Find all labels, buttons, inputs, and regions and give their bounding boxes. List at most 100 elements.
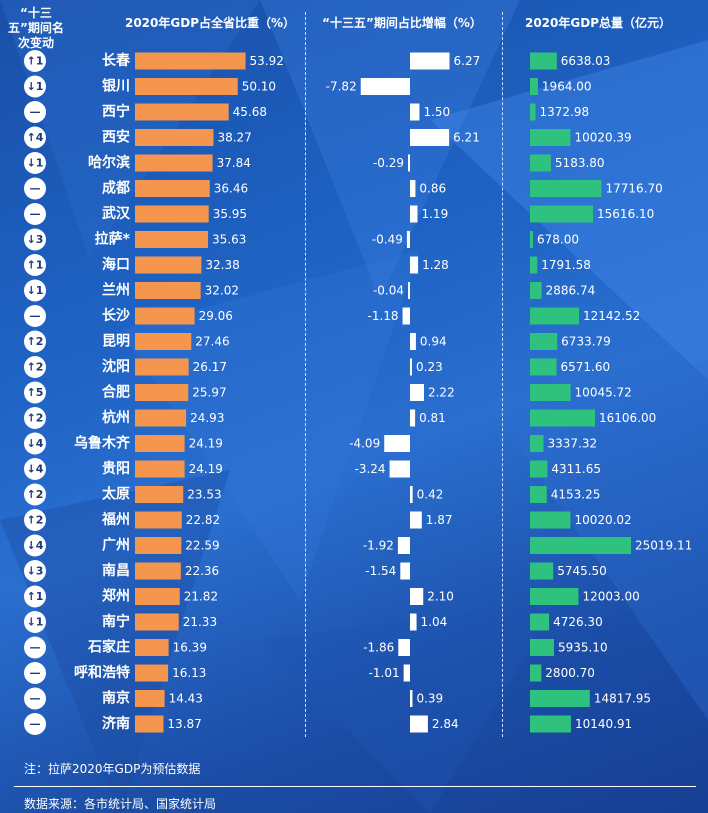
gdp-bar (530, 435, 544, 452)
share-bar (135, 409, 187, 427)
share-value: 24.19 (189, 437, 223, 451)
rank-change-badge (24, 509, 46, 531)
gdp-value: 3337.32 (547, 437, 597, 451)
share-value: 16.39 (173, 641, 207, 655)
rank-change-badge (24, 152, 46, 174)
gdp-bar (530, 486, 547, 503)
city-label: 长春 (102, 52, 131, 69)
gdp-value: 6733.79 (561, 335, 611, 349)
rank-change-badge (24, 483, 46, 506)
rank-change-badge (24, 75, 46, 98)
share-value: 37.84 (217, 156, 251, 170)
gdp-value: 1372.98 (540, 105, 590, 119)
chart-area: ↑1 长春 53.92 6.27 6638.03 ↓1 银川 50.10 -7.82 1964.0… (24, 52, 632, 735)
gdp-bar (530, 256, 538, 274)
delta-value: 1.50 (423, 105, 450, 119)
gdp-bar (530, 511, 571, 529)
gdp-value: 2886.74 (546, 284, 596, 298)
gdp-bar (530, 78, 538, 95)
rank-change-badge (24, 228, 46, 251)
city-label: 合肥 (102, 384, 130, 401)
delta-header: “十三五”期间占比增幅（%） (322, 16, 482, 30)
rank-change-badge (24, 305, 46, 327)
gdp-bar (530, 231, 533, 248)
gdp-bar (530, 384, 571, 401)
delta-value: 0.81 (419, 411, 446, 425)
delta-bar (384, 435, 410, 452)
rank-change-label: ↓4 (27, 539, 44, 552)
gdp-value: 10020.02 (574, 513, 631, 527)
share-bar (135, 256, 202, 274)
share-value: 32.02 (205, 284, 239, 298)
share-bar (135, 52, 246, 70)
delta-bar (408, 154, 410, 172)
delta-value: 0.39 (416, 692, 443, 706)
column-divider-1 (305, 12, 306, 737)
gdp-bar (530, 460, 548, 478)
gdp-bar (530, 129, 571, 146)
column-divider-2 (502, 12, 503, 737)
delta-value: 0.42 (417, 488, 444, 502)
delta-bar (360, 78, 410, 95)
city-label: 郑州 (102, 588, 130, 605)
delta-bar (410, 358, 412, 376)
gdp-value: 6571.60 (561, 360, 611, 374)
gdp-bar (530, 639, 554, 656)
rank-change-badge (24, 407, 46, 429)
share-bar (135, 180, 210, 197)
share-value: 21.82 (184, 590, 218, 604)
city-label: 昆明 (102, 334, 130, 350)
city-label: 乌鲁木齐 (74, 435, 131, 452)
share-value: 13.87 (167, 717, 201, 731)
share-value: 22.59 (185, 539, 219, 553)
share-value: 23.53 (187, 488, 221, 502)
share-bar (135, 460, 185, 478)
gdp-bar (530, 103, 536, 121)
delta-bar (410, 715, 428, 733)
gdp-bar (530, 333, 558, 350)
share-bar (135, 639, 169, 656)
delta-bar (398, 639, 410, 656)
delta-bar (410, 129, 450, 146)
gdp-value: 10045.72 (575, 386, 632, 400)
rank-change-label: — (30, 182, 41, 195)
rank-change-badge (24, 330, 46, 353)
rank-change-label: ↑5 (27, 386, 44, 399)
rank-change-badge (24, 713, 46, 735)
rank-change-label: ↑2 (27, 514, 44, 527)
delta-value: 2.10 (427, 590, 454, 604)
rank-change-label: ↑1 (27, 259, 44, 272)
gdp-value: 5183.80 (555, 156, 605, 170)
city-label: 拉萨* (95, 231, 131, 248)
rank-change-label: — (30, 208, 41, 221)
gdp-bar (530, 52, 557, 70)
delta-value: -3.24 (355, 462, 386, 476)
rank-change-badge (24, 662, 46, 684)
delta-value: -1.18 (368, 309, 399, 323)
delta-value: 0.94 (420, 335, 447, 349)
share-bar (135, 103, 229, 121)
delta-value: -1.54 (365, 564, 396, 578)
share-bar (135, 307, 195, 325)
delta-bar (410, 690, 413, 707)
share-value: 24.19 (189, 462, 223, 476)
rank-change-badge (24, 636, 46, 659)
share-bar (135, 205, 209, 223)
delta-value: -7.82 (326, 80, 357, 94)
gdp-bar (530, 664, 542, 682)
share-bar (135, 613, 179, 631)
share-bar (135, 129, 214, 146)
share-value: 45.68 (233, 105, 267, 119)
gdp-value: 5935.10 (558, 641, 608, 655)
share-bar (135, 715, 164, 733)
gdp-value: 4153.25 (551, 488, 601, 502)
share-bar (135, 435, 185, 452)
gdp-bar (530, 562, 554, 580)
rank-change-badge (24, 560, 46, 582)
gdp-value: 5745.50 (557, 564, 607, 578)
share-bar (135, 333, 192, 350)
share-bar (135, 537, 182, 554)
gdp-bar (530, 715, 571, 733)
delta-value: 0.86 (419, 182, 446, 196)
rank-change-label: ↓4 (27, 463, 44, 476)
